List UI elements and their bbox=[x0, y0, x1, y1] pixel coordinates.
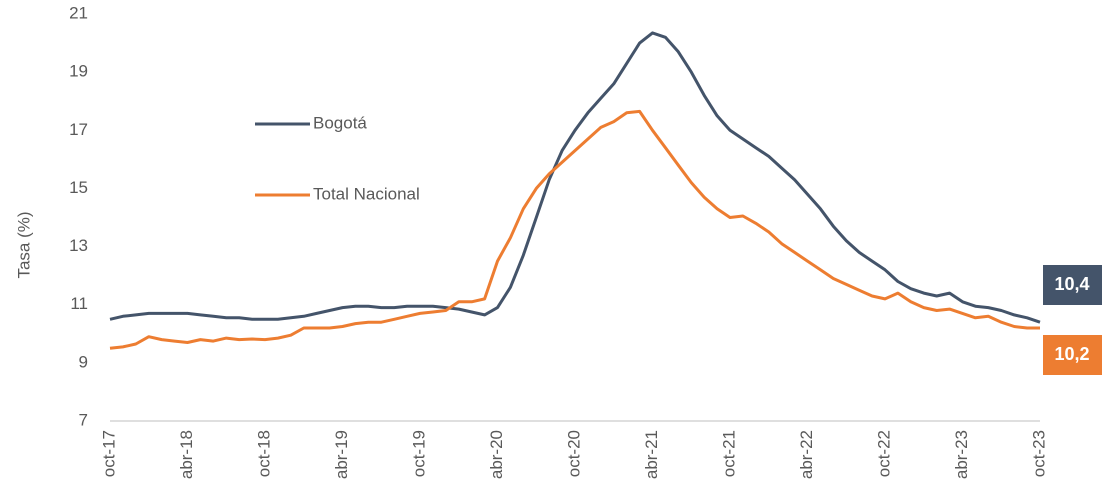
x-tick-label: oct-20 bbox=[564, 430, 583, 477]
y-tick-label: 19 bbox=[69, 62, 88, 81]
x-tick-label: oct-23 bbox=[1029, 430, 1048, 477]
x-tick-label: oct-21 bbox=[719, 430, 738, 477]
legend-label: Total Nacional bbox=[313, 184, 420, 203]
x-tick-label: oct-18 bbox=[254, 430, 273, 477]
x-tick-label: oct-17 bbox=[99, 430, 118, 477]
end-label-box bbox=[1043, 265, 1102, 305]
x-tick-label: abr-23 bbox=[952, 430, 971, 479]
x-tick-label: abr-19 bbox=[332, 430, 351, 479]
y-tick-label: 17 bbox=[69, 120, 88, 139]
x-tick-label: abr-20 bbox=[487, 430, 506, 479]
x-tick-label: abr-18 bbox=[177, 430, 196, 479]
y-tick-label: 15 bbox=[69, 178, 88, 197]
y-tick-label: 11 bbox=[70, 294, 88, 313]
x-tick-label: oct-22 bbox=[874, 430, 893, 477]
x-tick-label: abr-22 bbox=[797, 430, 816, 479]
end-label-box bbox=[1043, 335, 1102, 375]
x-tick-label: abr-21 bbox=[642, 430, 661, 479]
y-tick-label: 21 bbox=[69, 3, 88, 22]
y-tick-label: 13 bbox=[69, 236, 88, 255]
legend-label: Bogotá bbox=[313, 113, 367, 132]
series-line bbox=[109, 109, 1040, 350]
y-tick-label: 7 bbox=[79, 410, 88, 429]
y-axis-label: Tasa (%) bbox=[14, 211, 33, 278]
series-line bbox=[109, 31, 1041, 324]
x-tick-label: oct-19 bbox=[409, 430, 428, 477]
end-label: 10,2 bbox=[1054, 344, 1089, 364]
y-tick-label: 9 bbox=[79, 352, 88, 371]
end-label: 10,4 bbox=[1054, 274, 1089, 294]
